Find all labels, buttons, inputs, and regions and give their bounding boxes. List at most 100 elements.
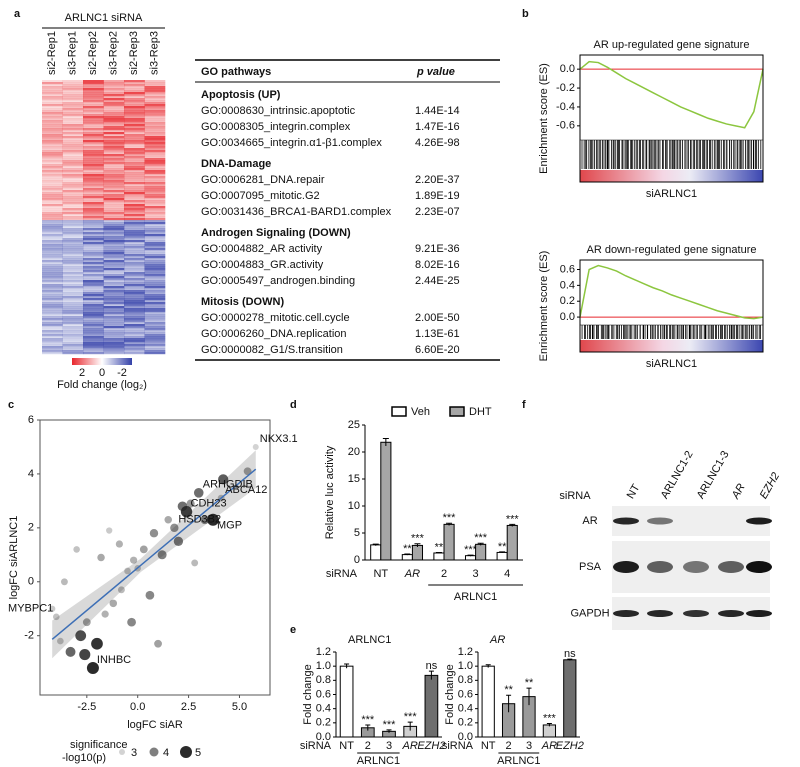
heatmap-cell [83, 124, 104, 127]
heatmap-cell [42, 176, 63, 179]
heatmap-cell [83, 302, 104, 305]
heatmap-cell [144, 162, 166, 165]
heatmap-cell [83, 96, 104, 99]
heatmap-cell [144, 132, 166, 135]
heatmap-cell [144, 168, 166, 171]
heatmap-cell [144, 304, 166, 307]
heatmap-cell [103, 336, 125, 339]
heatmap-cell [144, 178, 166, 181]
heatmap-cell [62, 288, 84, 291]
heatmap-cell [124, 214, 145, 217]
heatmap-cell [83, 326, 104, 329]
heatmap-cell [83, 222, 104, 225]
point [65, 646, 76, 657]
legend-point [119, 749, 125, 755]
heatmap-cell [83, 188, 104, 191]
row-label: siRNA [442, 740, 474, 752]
heatmap-cell [62, 228, 84, 231]
heatmap-cell [62, 166, 84, 169]
bar [496, 551, 508, 561]
heatmap-cell [42, 324, 63, 327]
heatmap-cell [62, 108, 84, 111]
heatmap-cell [42, 152, 63, 155]
heatmap-cell [42, 138, 63, 141]
chart-title: AR [489, 634, 505, 646]
heatmap-cell [124, 308, 145, 311]
heatmap-cell [83, 258, 104, 261]
heatmap-cell [83, 316, 104, 319]
heatmap-cell [124, 154, 145, 157]
heatmap-cell [42, 244, 63, 247]
heatmap-cell [42, 196, 63, 199]
heatmap-cell [42, 258, 63, 261]
heatmap-cell [42, 200, 63, 203]
heatmap-cell [62, 256, 84, 259]
heatmap-cell [62, 140, 84, 143]
x-tick-label: NT [373, 568, 388, 580]
heatmap-cell [83, 134, 104, 137]
heatmap-cell [83, 204, 104, 207]
heatmap-cell [42, 272, 63, 275]
significance: *** [474, 532, 488, 544]
heatmap-cell [103, 202, 125, 205]
band [718, 610, 744, 617]
heatmap-cell [103, 316, 125, 319]
heatmap-cell [62, 242, 84, 245]
heatmap-cell [124, 254, 145, 257]
heatmap-cell [83, 232, 104, 235]
heatmap-cell [144, 98, 166, 101]
heatmap-cell [124, 126, 145, 129]
heatmap-cell [62, 320, 84, 323]
heatmap-cell [103, 234, 125, 237]
point [191, 559, 199, 567]
heatmap-cell [83, 264, 104, 267]
heatmap-cell [144, 222, 166, 225]
heatmap-cell [103, 230, 125, 233]
heatmap-cell [83, 240, 104, 243]
heatmap-cell [103, 262, 125, 265]
heatmap-cell [62, 198, 84, 201]
heatmap-cell [62, 142, 84, 145]
heatmap-cell [62, 204, 84, 207]
heatmap-cell [144, 110, 166, 113]
heatmap-cell [42, 332, 63, 335]
heatmap-cell [124, 188, 145, 191]
heatmap-cell [42, 194, 63, 197]
heatmap-cell [83, 110, 104, 113]
rank-colorbar [580, 340, 763, 352]
heatmap-cell [83, 178, 104, 181]
y-tick-label: 0.6 [560, 263, 575, 275]
heatmap-legend-tick: -2 [117, 367, 127, 379]
heatmap-cell [83, 270, 104, 273]
heatmap-cell [144, 262, 166, 265]
heatmap-cell [42, 174, 63, 177]
heatmap-cell [42, 128, 63, 131]
heatmap-cell [62, 186, 84, 189]
heatmap-cell [103, 142, 125, 145]
heatmap-cell [42, 94, 63, 97]
heatmap-cell [83, 128, 104, 131]
heatmap-cell [62, 250, 84, 253]
point [139, 545, 148, 554]
heatmap-cell [83, 90, 104, 93]
heatmap-cell [103, 334, 125, 337]
x-tick-label: 2.5 [181, 701, 196, 713]
heatmap-column-label: si3-Rep2 [108, 31, 120, 75]
heatmap-cell [42, 132, 63, 135]
heatmap-cell [62, 336, 84, 339]
heatmap-cell [144, 276, 166, 279]
heatmap-cell [103, 152, 125, 155]
table-cell: GO:0034665_integrin.α1-β1.complex [201, 137, 382, 149]
heatmap-cell [124, 134, 145, 137]
y-tick-label: 1.2 [458, 646, 473, 658]
heatmap-cell [103, 172, 125, 175]
error-bar [499, 551, 506, 553]
heatmap-cell [42, 300, 63, 303]
heatmap-cell [124, 138, 145, 141]
heatmap-cell [124, 288, 145, 291]
heatmap-cell [103, 222, 125, 225]
heatmap-cell [42, 108, 63, 111]
heatmap-cell [62, 340, 84, 343]
heatmap-cell [103, 224, 125, 227]
heatmap-cell [62, 222, 84, 225]
